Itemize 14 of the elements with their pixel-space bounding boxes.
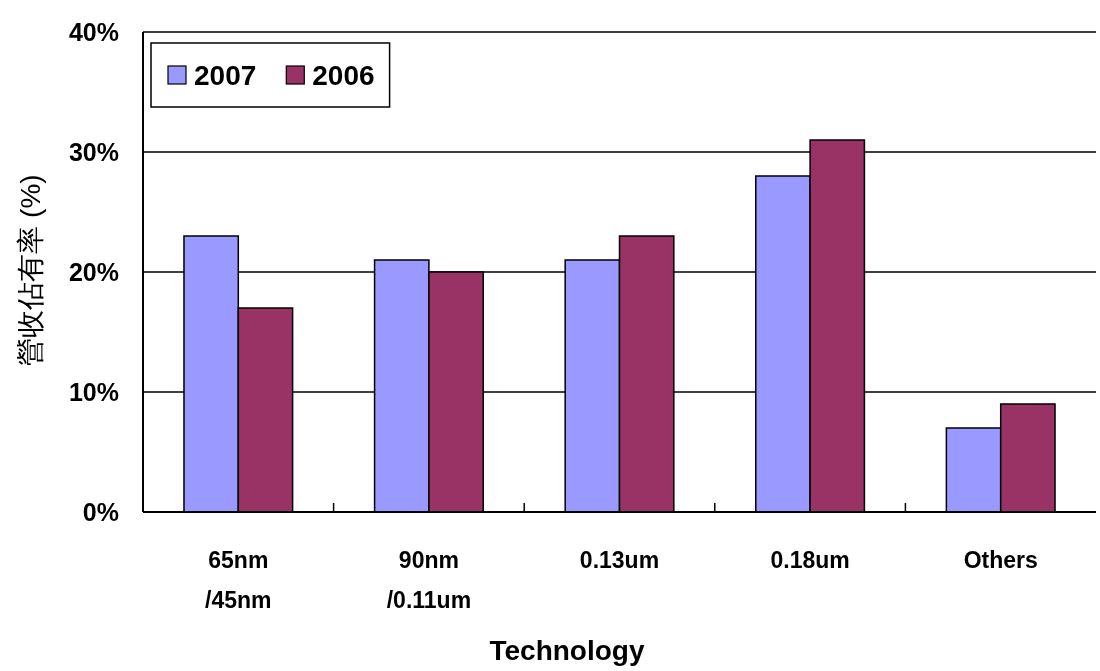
y-tick-label: 30% <box>68 138 119 166</box>
y-tick-label: 20% <box>68 258 119 286</box>
y-axis-title: 營收佔有率 (%) <box>14 174 46 366</box>
x-tick-label: 90nm /0.11um <box>386 547 472 613</box>
y-tick-label: 40% <box>68 18 119 46</box>
x-tick-label: 0.13um <box>579 547 660 573</box>
x-tick-label: 0.18um <box>770 547 850 573</box>
y-tick-label: 10% <box>68 378 119 406</box>
legend-label: 2007 <box>194 59 257 91</box>
y-tick-label: 0% <box>82 498 119 526</box>
legend-label: 2006 <box>312 59 375 91</box>
x-tick-label: 65nm /45nm <box>205 547 272 613</box>
x-tick-label: Others <box>963 547 1038 573</box>
x-axis-title: Technology <box>489 635 645 666</box>
